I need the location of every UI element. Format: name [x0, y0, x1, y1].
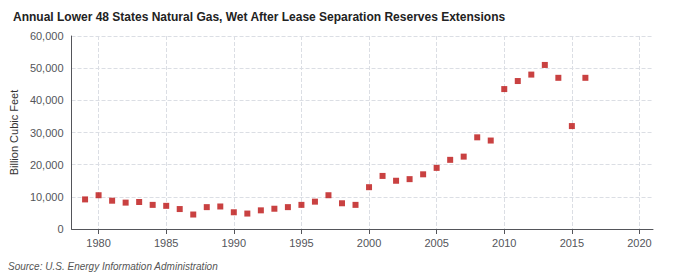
svg-text:2005: 2005 [424, 237, 448, 249]
svg-text:1980: 1980 [86, 237, 110, 249]
svg-text:40,000: 40,000 [30, 94, 64, 106]
svg-text:1990: 1990 [222, 237, 246, 249]
svg-text:10,000: 10,000 [30, 191, 64, 203]
svg-text:60,000: 60,000 [30, 30, 64, 42]
svg-text:2015: 2015 [560, 237, 584, 249]
svg-text:1995: 1995 [289, 237, 313, 249]
svg-text:2020: 2020 [627, 237, 651, 249]
svg-text:Source: U.S. Energy Informatio: Source: U.S. Energy Information Administ… [8, 261, 218, 272]
svg-text:30,000: 30,000 [30, 127, 64, 139]
svg-text:0: 0 [57, 223, 63, 235]
svg-text:20,000: 20,000 [30, 159, 64, 171]
svg-text:Billion Cubic Feet: Billion Cubic Feet [8, 90, 20, 176]
svg-text:2000: 2000 [357, 237, 381, 249]
svg-text:50,000: 50,000 [30, 62, 64, 74]
svg-text:1985: 1985 [154, 237, 178, 249]
svg-text:Annual Lower 48 States Natural: Annual Lower 48 States Natural Gas, Wet … [13, 10, 506, 24]
svg-text:2010: 2010 [492, 237, 516, 249]
